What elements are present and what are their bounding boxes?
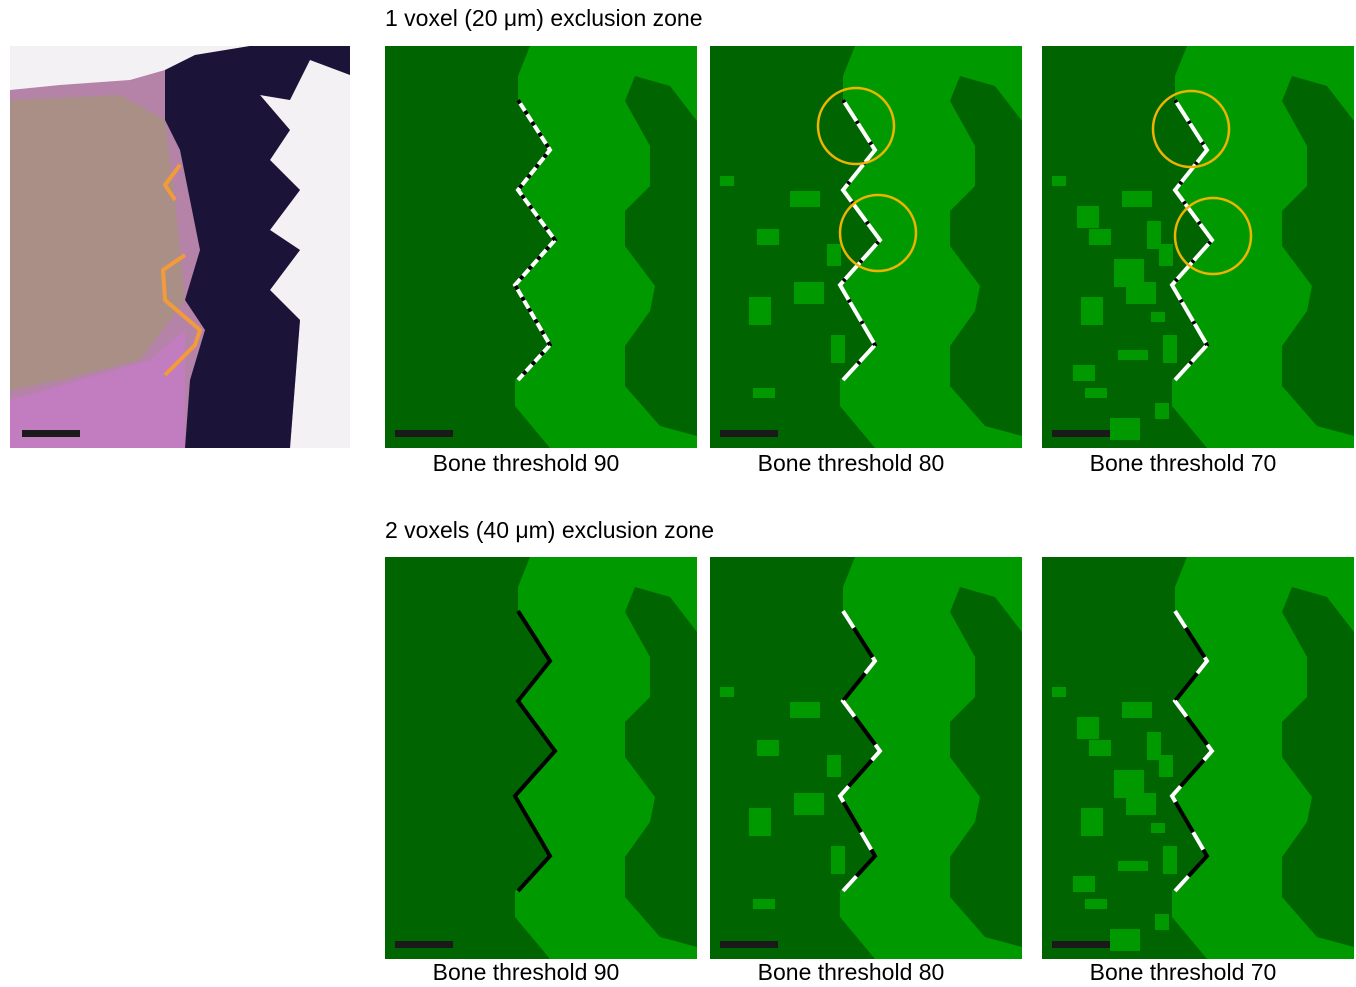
figure: 1 voxel (20 μm) exclusion zone Bone thres… [0, 0, 1356, 987]
bone-speck [749, 297, 771, 325]
bone-speck [831, 335, 845, 363]
panel-caption: Bone threshold 90 [433, 450, 620, 476]
bone-speck [1110, 418, 1140, 440]
bone-speck [790, 702, 820, 718]
bone-speck [1114, 259, 1144, 287]
panel-caption: Bone threshold 80 [758, 450, 945, 476]
bone-speck [794, 282, 824, 304]
bone-speck [749, 808, 771, 836]
bone-speck [753, 899, 775, 909]
panel-grid [385, 46, 1354, 959]
bone-speck [1114, 770, 1144, 798]
bone-speck [1089, 740, 1111, 756]
bone-speck [1085, 388, 1107, 398]
bone-speck [794, 793, 824, 815]
segmentation-panel [710, 46, 1022, 448]
bone-speck [1110, 929, 1140, 951]
bone-speck [1159, 244, 1173, 266]
bone-speck [1155, 914, 1169, 930]
bone-speck [1085, 899, 1107, 909]
bone-speck [1052, 687, 1066, 697]
bone-speck [720, 687, 734, 697]
scale-bar [1052, 941, 1110, 948]
bone-speck [1147, 732, 1161, 760]
segmentation-panel [1042, 557, 1354, 959]
bone-speck [1159, 755, 1173, 777]
segmentation-panel [385, 557, 697, 959]
bone-speck [790, 191, 820, 207]
bone-speck [1147, 221, 1161, 249]
panel-caption: Bone threshold 90 [433, 959, 620, 985]
bone-speck [1163, 846, 1177, 874]
bone-speck [1073, 365, 1095, 381]
bone-speck [1122, 191, 1152, 207]
bone-speck [753, 388, 775, 398]
bone-speck [1151, 823, 1165, 833]
bone-speck [831, 846, 845, 874]
bone-speck [1122, 702, 1152, 718]
bone-speck [757, 229, 779, 245]
row-title: 2 voxels (40 μm) exclusion zone [385, 517, 714, 543]
bone-speck [1151, 312, 1165, 322]
bone-speck [1118, 861, 1148, 871]
scale-bar [1052, 430, 1110, 437]
histology-image [10, 46, 350, 448]
segmentation-panel [710, 557, 1022, 959]
bone-speck [757, 740, 779, 756]
scale-bar [395, 430, 453, 437]
bone-speck [1155, 403, 1169, 419]
panel-caption: Bone threshold 70 [1090, 450, 1277, 476]
row-title: 1 voxel (20 μm) exclusion zone [385, 5, 703, 31]
bone-speck [1077, 717, 1099, 739]
panel-caption: Bone threshold 80 [758, 959, 945, 985]
segmentation-panel [385, 46, 697, 448]
bone-speck [1163, 335, 1177, 363]
segmentation-panel [1042, 46, 1354, 448]
bone-speck [1052, 176, 1066, 186]
scale-bar [395, 941, 453, 948]
bone-speck [1081, 297, 1103, 325]
bone-speck [827, 244, 841, 266]
bone-speck [827, 755, 841, 777]
bone-speck [1118, 350, 1148, 360]
scale-bar [720, 941, 778, 948]
panel-caption: Bone threshold 70 [1090, 959, 1277, 985]
bone-speck [720, 176, 734, 186]
bone-speck [1089, 229, 1111, 245]
page: {"rows": [ {"title": "1 voxel (20 μm) ex… [0, 0, 1356, 987]
bone-speck [1081, 808, 1103, 836]
scale-bar [720, 430, 778, 437]
bone-speck [1077, 206, 1099, 228]
bone-speck [1073, 876, 1095, 892]
